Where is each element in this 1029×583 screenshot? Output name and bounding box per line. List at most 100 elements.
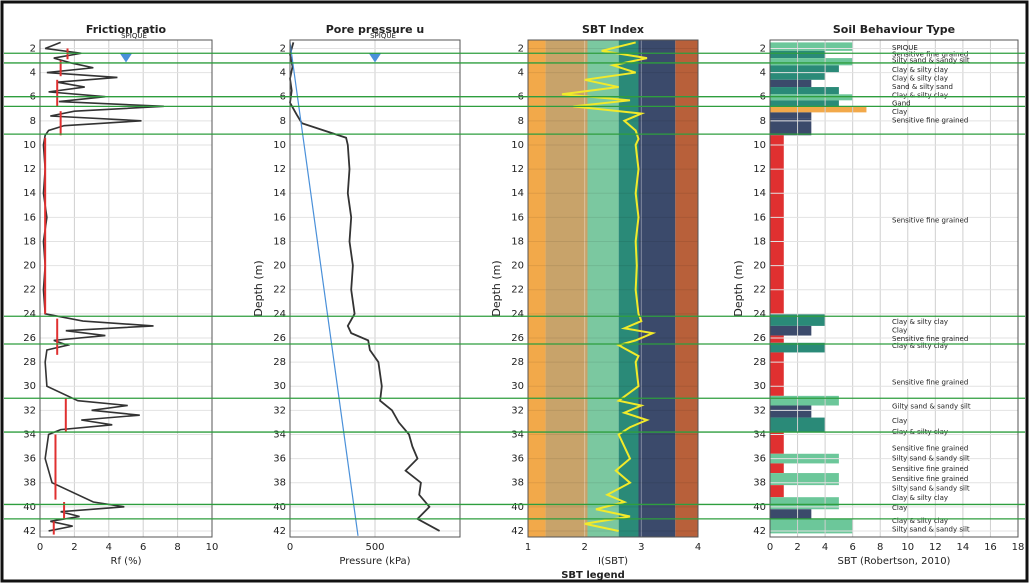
chart-title: Friction ratio xyxy=(86,23,167,36)
soil-type-annotation: Clay & silty clay xyxy=(892,342,948,350)
depth-tick-label: 28 xyxy=(511,357,524,368)
depth-tick-label: 12 xyxy=(511,164,524,175)
x-tick-label: 2 xyxy=(71,542,77,553)
soil-type-annotation: Clay & silty clay xyxy=(892,66,948,74)
y-axis-label: Depth (m) xyxy=(252,260,265,316)
x-tick-label: 0 xyxy=(287,542,293,553)
x-tick-label: 2 xyxy=(581,542,587,553)
x-tick-label: 4 xyxy=(106,542,112,553)
sbt-bar xyxy=(770,79,812,88)
x-tick-label: 8 xyxy=(174,542,180,553)
chart-title: Soil Behaviour Type xyxy=(833,23,955,36)
depth-tick-label: 26 xyxy=(273,333,286,344)
depth-tick-label: 32 xyxy=(753,405,766,416)
sbt-bar xyxy=(770,112,812,119)
sbt-bar xyxy=(770,395,839,406)
chart-title: SBT Index xyxy=(582,23,644,36)
depth-tick-label: 18 xyxy=(511,236,524,247)
depth-tick-label: 8 xyxy=(280,116,286,127)
x-axis-label: SBT (Robertson, 2010) xyxy=(838,556,951,567)
hydrostatic-line xyxy=(289,42,359,536)
soil-type-annotation: Clay xyxy=(892,504,907,512)
x-tick-label: 4 xyxy=(822,542,828,553)
depth-tick-label: 8 xyxy=(30,116,36,127)
soil-type-annotation: Clay & silty clay xyxy=(892,494,948,502)
x-tick-label: 1 xyxy=(525,542,531,553)
depth-tick-label: 30 xyxy=(273,381,286,392)
depth-tick-label: 2 xyxy=(30,43,36,54)
panel-1: SPIQUE2468101214161820222426283032343638… xyxy=(252,23,461,567)
depth-tick-label: 14 xyxy=(753,188,766,199)
depth-tick-label: 2 xyxy=(518,43,524,54)
depth-tick-label: 26 xyxy=(511,333,524,344)
soil-type-annotation: Gilty sand & sandy silt xyxy=(892,403,971,411)
water-table-marker xyxy=(120,53,132,63)
x-tick-label: 16 xyxy=(984,542,997,553)
depth-tick-label: 40 xyxy=(273,502,286,513)
panel-frame xyxy=(289,39,461,538)
water-table-label: SPIQUE xyxy=(121,32,147,40)
panel-frame xyxy=(39,39,213,538)
depth-tick-label: 20 xyxy=(753,261,766,272)
soil-type-annotation: Sensitive fine grained xyxy=(892,50,968,58)
panel-3: 2468101214161820222426283032343638404202… xyxy=(732,23,1024,567)
depth-tick-label: 42 xyxy=(511,526,524,537)
x-tick-label: 6 xyxy=(140,542,146,553)
soil-type-annotation: Sensitive fine grained xyxy=(892,445,968,453)
depth-tick-label: 16 xyxy=(753,212,766,223)
depth-tick-label: 36 xyxy=(753,454,766,465)
depth-tick-label: 8 xyxy=(760,116,766,127)
soil-type-annotation: Sensitive fine grained xyxy=(892,475,968,483)
sbt-bar xyxy=(770,118,812,136)
soil-type-annotation: Sand & silty sand xyxy=(892,83,953,91)
x-tick-label: 12 xyxy=(929,542,942,553)
x-tick-label: 0 xyxy=(767,542,773,553)
sbt-bar xyxy=(770,473,839,486)
depth-tick-label: 26 xyxy=(23,333,36,344)
sbt-bar xyxy=(770,518,853,534)
depth-tick-label: 34 xyxy=(23,429,36,440)
depth-tick-label: 32 xyxy=(23,405,36,416)
sbt-bar xyxy=(770,432,784,454)
sbt-zone-band xyxy=(528,40,546,537)
sbt-bar xyxy=(770,335,784,343)
depth-tick-label: 20 xyxy=(23,261,36,272)
x-tick-label: 500 xyxy=(365,542,384,553)
soil-type-annotation: Sensitive fine grained xyxy=(892,335,968,343)
x-tick-label: 10 xyxy=(901,542,914,553)
sbt-bar xyxy=(770,405,812,418)
soil-type-annotation: Clay & silty clay xyxy=(892,318,948,326)
depth-tick-label: 12 xyxy=(753,164,766,175)
depth-tick-label: 30 xyxy=(511,381,524,392)
soil-type-annotation: Sensitive fine grained xyxy=(892,117,968,125)
x-axis-label: Rf (%) xyxy=(111,556,142,567)
depth-tick-label: 24 xyxy=(23,309,36,320)
x-tick-label: 18 xyxy=(1012,542,1025,553)
sbt-bar xyxy=(770,65,839,73)
panel-frame xyxy=(769,39,1019,538)
depth-tick-label: 24 xyxy=(753,309,766,320)
depth-tick-label: 8 xyxy=(518,116,524,127)
depth-tick-label: 10 xyxy=(511,140,524,151)
depth-tick-label: 40 xyxy=(753,502,766,513)
depth-tick-label: 14 xyxy=(511,188,524,199)
soil-type-annotation: Clay & silty clay xyxy=(892,517,948,525)
sbt-bar xyxy=(770,497,839,510)
depth-tick-label: 38 xyxy=(273,478,286,489)
depth-tick-label: 12 xyxy=(23,164,36,175)
depth-tick-label: 4 xyxy=(30,68,36,79)
depth-tick-label: 4 xyxy=(518,68,524,79)
sbt-bar xyxy=(770,135,784,314)
depth-tick-label: 22 xyxy=(753,285,766,296)
x-axis-label: Pressure (kPa) xyxy=(339,556,410,567)
depth-tick-label: 2 xyxy=(280,43,286,54)
depth-tick-label: 4 xyxy=(280,68,286,79)
x-tick-label: 6 xyxy=(849,542,855,553)
depth-tick-label: 18 xyxy=(273,236,286,247)
x-axis-label: I(SBT) xyxy=(598,556,628,567)
depth-tick-label: 42 xyxy=(23,526,36,537)
soil-type-annotation: SPIQUE xyxy=(892,44,918,52)
sbt-bar xyxy=(770,42,853,51)
